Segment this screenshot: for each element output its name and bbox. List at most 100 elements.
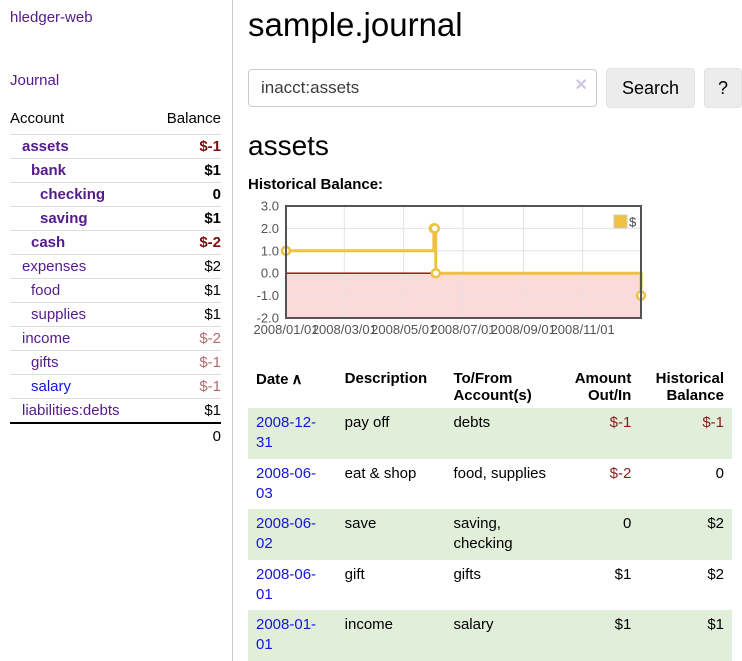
account-row: cash $-2 xyxy=(10,230,221,255)
account-balance: $-1 xyxy=(151,350,221,375)
svg-text:$: $ xyxy=(629,215,637,230)
account-balance: $2 xyxy=(151,254,221,279)
transaction-description: pay off xyxy=(344,414,390,431)
account-link[interactable]: expenses xyxy=(22,258,87,275)
sidebar-item-journal[interactable]: Journal xyxy=(10,72,60,89)
account-balance: $1 xyxy=(151,158,221,183)
svg-text:2.0: 2.0 xyxy=(261,221,279,236)
transaction-balance: $1 xyxy=(707,616,724,633)
transaction-balance: $2 xyxy=(707,515,724,532)
svg-text:-2.0: -2.0 xyxy=(257,311,279,326)
svg-text:0.0: 0.0 xyxy=(261,266,279,281)
transaction-date-link[interactable]: 2008-01-01 xyxy=(256,616,317,654)
transaction-date-link[interactable]: 2008-12-31 xyxy=(256,414,317,452)
transaction-date: 2008-06-01 xyxy=(248,560,337,611)
transaction-date: 2008-01-01 xyxy=(248,610,337,661)
account-link[interactable]: bank xyxy=(31,162,67,179)
transaction-amount: 0 xyxy=(623,515,632,532)
account-balance: $-2 xyxy=(151,326,221,351)
search-button[interactable]: Search xyxy=(605,68,695,108)
register-table: Date ∧ Description To/From Account(s) Amo… xyxy=(248,366,732,661)
account-row: assets $-1 xyxy=(10,134,221,159)
transaction-date: 2008-06-03 xyxy=(248,459,337,510)
transaction-description: income xyxy=(344,616,393,633)
transaction-balance: $2 xyxy=(707,565,724,583)
search-box: ✕ xyxy=(248,69,597,107)
transaction-accounts: gifts xyxy=(453,565,481,583)
transaction-accounts: food, supplies xyxy=(453,464,547,482)
account-balance: $-1 xyxy=(151,374,221,399)
transaction-amount: $1 xyxy=(614,565,632,583)
account-link[interactable]: salary xyxy=(31,378,72,395)
register-row: 2008-06-03 eat & shop food, supplies $-2 0 xyxy=(248,459,732,510)
account-link[interactable]: cash xyxy=(31,234,66,251)
account-link[interactable]: food xyxy=(31,282,61,299)
search-input[interactable] xyxy=(248,69,597,107)
account-link[interactable]: assets xyxy=(22,138,69,155)
sidebar: hledger-web Journal Account Balance asse… xyxy=(0,0,233,661)
svg-text:1.0: 1.0 xyxy=(261,243,279,258)
account-balance: 0 xyxy=(151,182,221,207)
transaction-accounts: debts xyxy=(453,414,491,431)
svg-text:2008/11/01: 2008/11/01 xyxy=(551,322,615,337)
svg-text:2008/01/01: 2008/01/01 xyxy=(253,322,318,337)
svg-text:2008/03/01: 2008/03/01 xyxy=(312,322,377,337)
transaction-date-link[interactable]: 2008-06-03 xyxy=(256,464,317,502)
svg-text:3.0: 3.0 xyxy=(261,199,279,214)
accounts-col-account: Account xyxy=(10,110,65,127)
transaction-description: eat & shop xyxy=(344,464,417,482)
account-row: income $-2 xyxy=(10,326,221,351)
accounts-total-value: 0 xyxy=(151,422,221,449)
transaction-description: save xyxy=(344,515,377,532)
accounts-total-row: 0 xyxy=(10,422,221,449)
account-heading: assets xyxy=(248,130,329,161)
account-link[interactable]: income xyxy=(22,330,71,347)
register-col-amount: Amount Out/In xyxy=(574,370,632,404)
svg-text:-1.0: -1.0 xyxy=(257,288,279,303)
chart-label: Historical Balance: xyxy=(248,176,384,193)
account-link[interactable]: supplies xyxy=(31,306,87,323)
account-row: expenses $2 xyxy=(10,254,221,279)
svg-text:2008/05/01: 2008/05/01 xyxy=(371,322,436,337)
register-row: 2008-01-01 income salary $1 $1 xyxy=(248,610,732,661)
transaction-accounts: saving, checking xyxy=(453,515,513,553)
clear-search-icon[interactable]: ✕ xyxy=(574,77,588,94)
accounts-table: Account Balance assets $-1 bank $1 checking 0… xyxy=(10,105,221,449)
account-balance: $1 xyxy=(151,278,221,303)
transaction-amount: $-1 xyxy=(609,414,632,431)
account-link[interactable]: gifts xyxy=(31,354,59,371)
account-link[interactable]: saving xyxy=(40,210,88,227)
svg-text:2008/09/01: 2008/09/01 xyxy=(491,322,556,337)
register-col-balance: Historical Balance xyxy=(655,370,724,404)
register-row: 2008-12-31 pay off debts $-1 $-1 xyxy=(248,408,732,459)
account-row: supplies $1 xyxy=(10,302,221,327)
transaction-amount: $1 xyxy=(614,616,632,633)
register-col-date[interactable]: Date ∧ xyxy=(256,371,303,388)
register-col-accounts: To/From Account(s) xyxy=(453,370,532,404)
brand-link[interactable]: hledger-web xyxy=(10,9,93,26)
account-link[interactable]: checking xyxy=(40,186,106,203)
svg-text:2008/07/01: 2008/07/01 xyxy=(430,322,495,337)
account-link[interactable]: liabilities:debts xyxy=(22,402,120,419)
transaction-date-link[interactable]: 2008-06-02 xyxy=(256,515,317,553)
transaction-balance: $-1 xyxy=(702,414,724,431)
transaction-amount: $-2 xyxy=(609,464,632,482)
account-rows: assets $-1 bank $1 checking 0 saving $1 cash $-2 e… xyxy=(10,134,221,423)
account-balance: $1 xyxy=(151,206,221,231)
page-title: sample.journal xyxy=(248,6,463,43)
account-row: bank $1 xyxy=(10,158,221,183)
register-rows: 2008-12-31 pay off debts $-1 $-1 2008-06-03 ea… xyxy=(248,408,732,661)
help-button[interactable]: ? xyxy=(703,68,742,108)
transaction-date-link[interactable]: 2008-06-01 xyxy=(256,565,317,603)
account-balance: $1 xyxy=(151,302,221,327)
historical-balance-chart: 3.0 2.0 1.0 0.0 -1.0 -2.02008/01/012008/03/01… xyxy=(253,199,647,337)
account-row: saving $1 xyxy=(10,206,221,231)
transaction-accounts: salary xyxy=(453,616,494,633)
account-balance: $-1 xyxy=(151,134,221,159)
account-row: salary $-1 xyxy=(10,374,221,399)
register-col-description: Description xyxy=(344,370,428,387)
transaction-date: 2008-06-02 xyxy=(248,509,337,560)
account-row: gifts $-1 xyxy=(10,350,221,375)
transaction-description: gift xyxy=(344,565,365,583)
